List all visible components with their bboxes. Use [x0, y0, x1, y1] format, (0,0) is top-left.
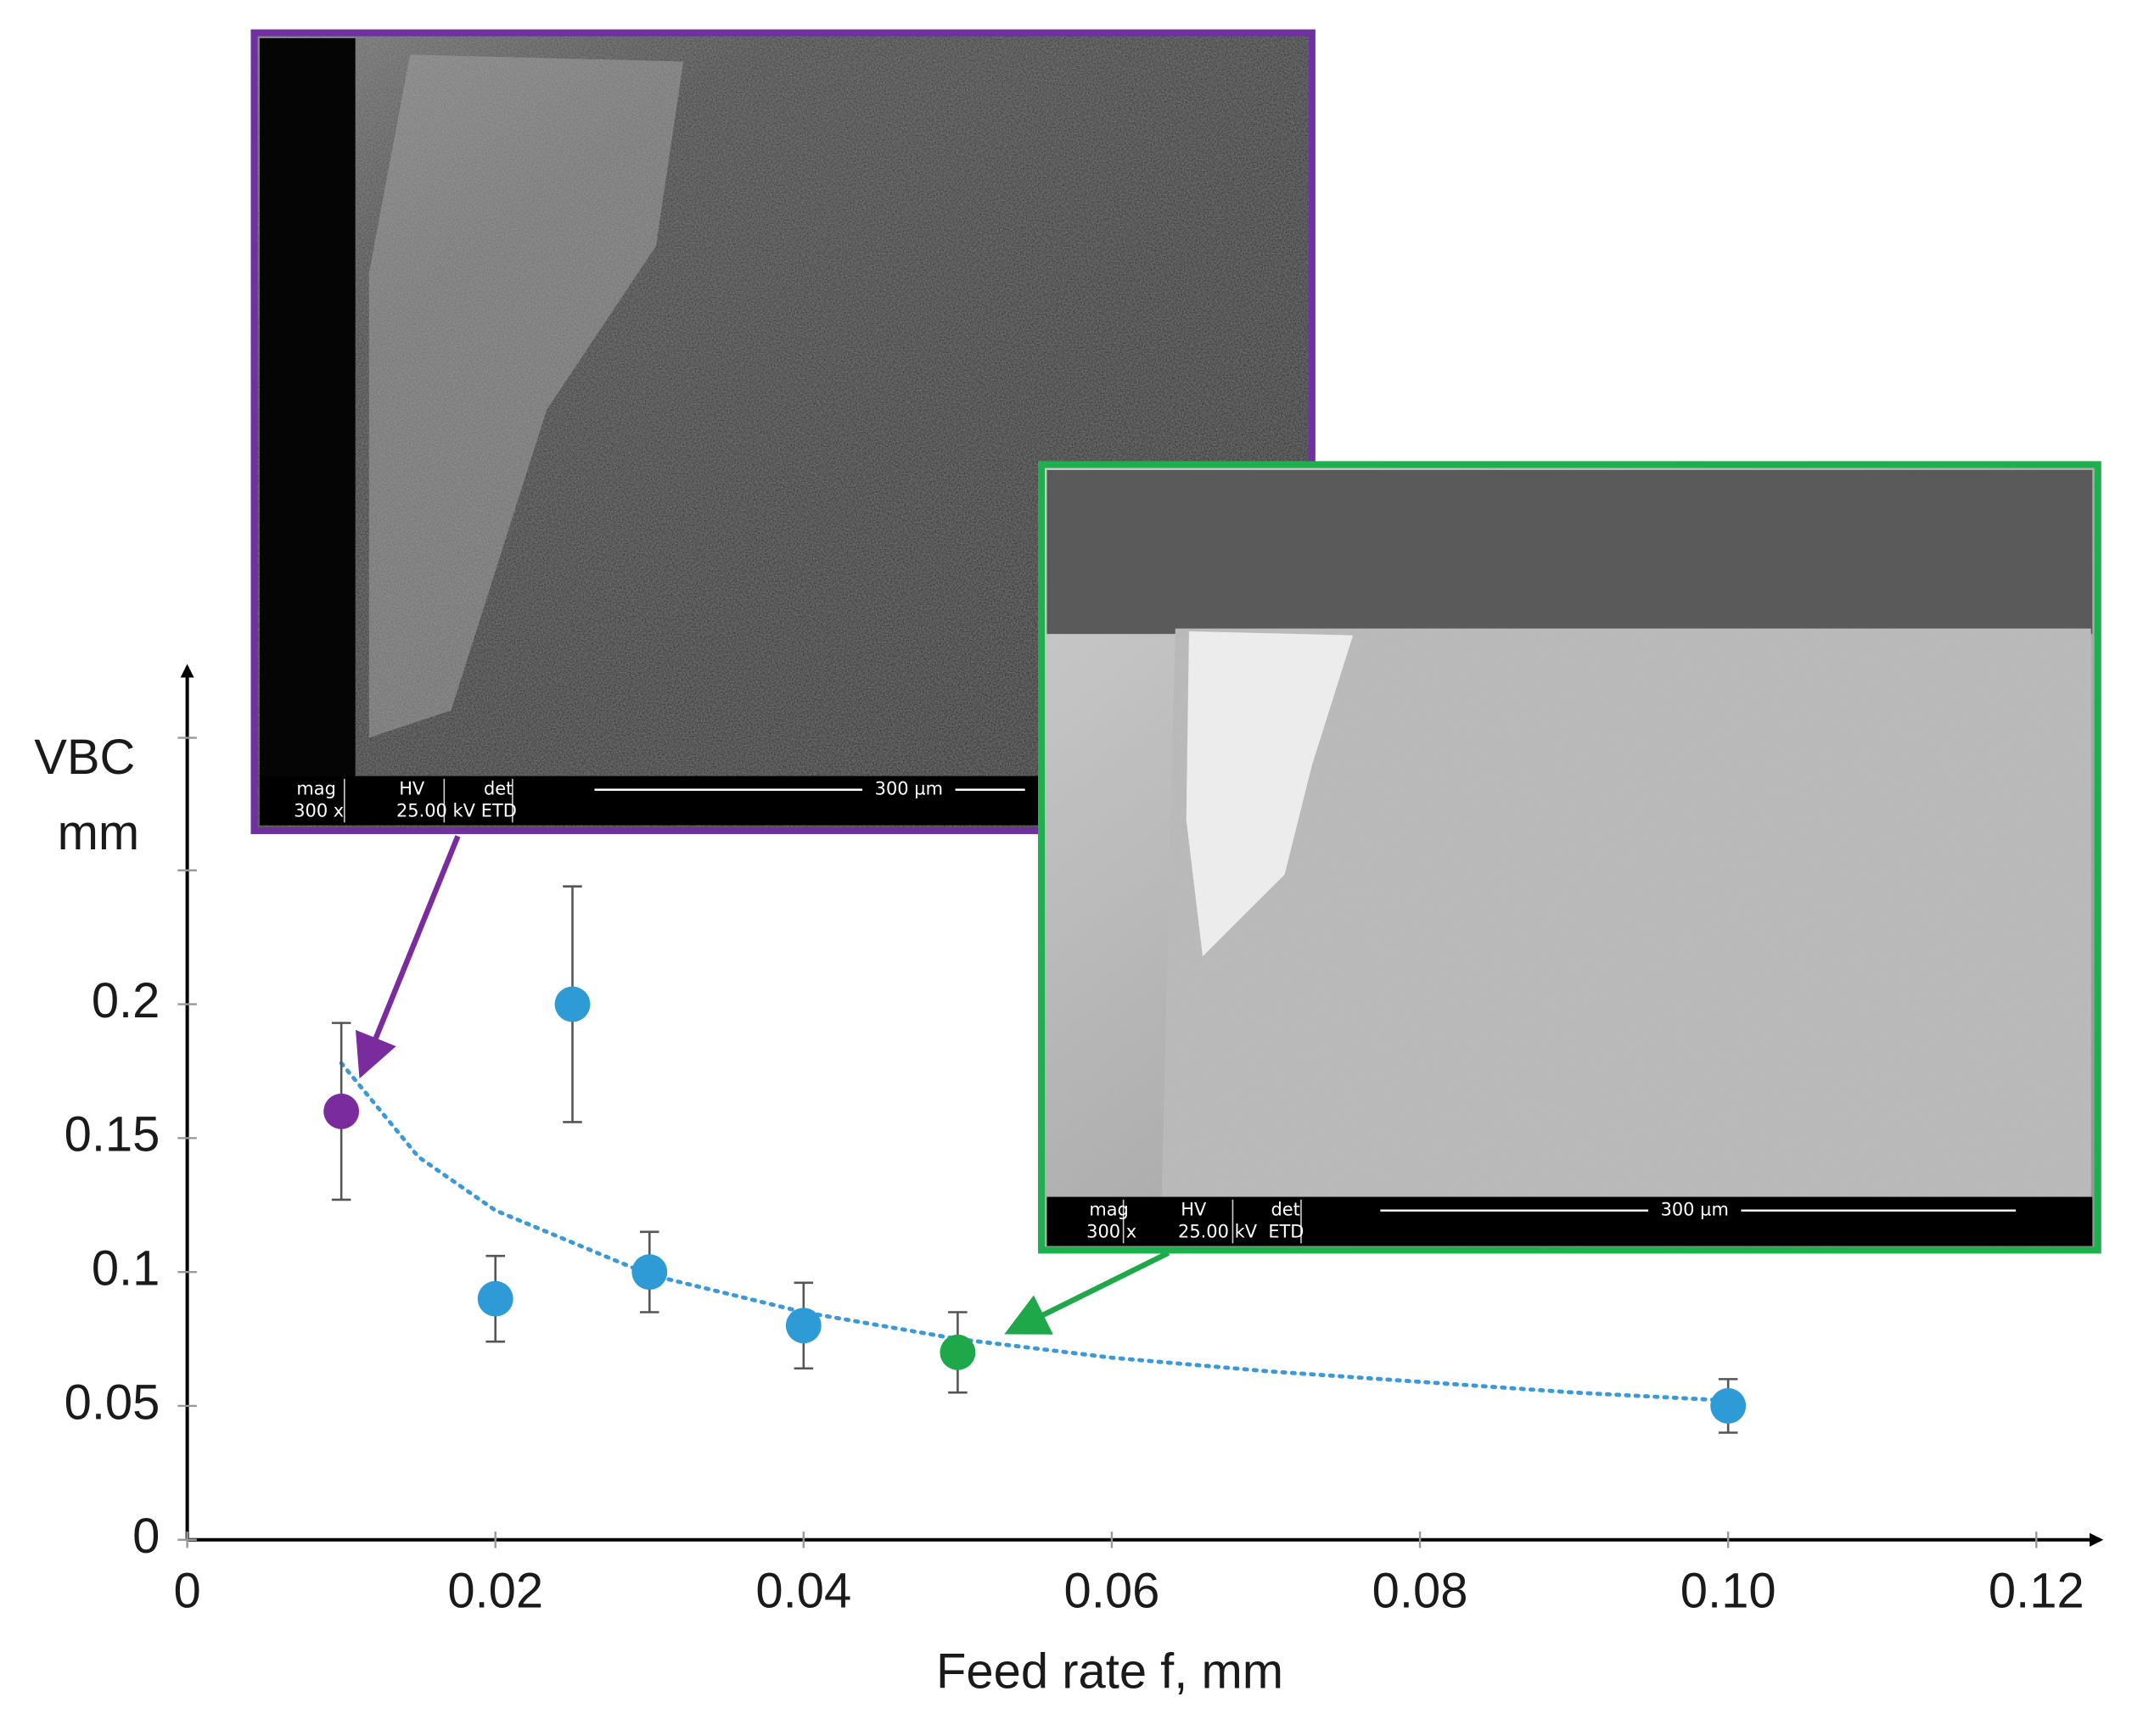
sem-edge	[1161, 628, 2091, 1197]
y-axis-title: VBC	[34, 731, 135, 785]
pointer-arrow	[1004, 1250, 1170, 1335]
sem-databar-text: mag	[296, 779, 335, 799]
y-axis-title: mm	[58, 806, 140, 860]
sem-scale-bg	[1647, 1199, 1742, 1222]
sem-edge	[259, 38, 356, 826]
sem-databar-text: HV	[399, 779, 425, 799]
data-point	[1710, 1388, 1747, 1424]
sem-databar-text: mag	[1089, 1200, 1128, 1220]
x-tick-label: 0.02	[447, 1564, 543, 1618]
y-tick-label: 0	[132, 1509, 160, 1564]
sem-databar-text: det	[1271, 1200, 1300, 1220]
pointer-arrow	[355, 835, 461, 1079]
sem-background	[1046, 469, 2093, 635]
sem-border	[250, 29, 1316, 835]
sem-scale-bg	[862, 778, 956, 801]
sem-wear	[1186, 630, 1354, 957]
data-point	[323, 1093, 360, 1129]
sem-scale-label: 300 µm	[1661, 1200, 1729, 1220]
y-tick-label: 0.2	[92, 974, 160, 1028]
sem-databar-text: HV	[1181, 1200, 1207, 1220]
sem-databar-text: 300 x	[294, 800, 344, 820]
x-tick-label: 0.06	[1064, 1564, 1160, 1618]
data-point	[631, 1254, 668, 1291]
x-tick-label: 0.08	[1372, 1564, 1468, 1618]
y-tick-label: 0.15	[65, 1108, 160, 1162]
data-point	[477, 1280, 513, 1317]
sem-databar-text: 25.00 kV	[396, 800, 476, 820]
sem-databar	[1046, 1196, 2093, 1246]
sem-databar-text: 25.00 kV	[1178, 1221, 1258, 1241]
sem-border	[1037, 461, 2101, 1254]
y-tick-label: 0.1	[92, 1241, 160, 1296]
data-point	[940, 1334, 976, 1370]
data-point	[554, 986, 591, 1022]
x-tick-label: 0.12	[1989, 1564, 2084, 1618]
x-tick-label: 0.10	[1680, 1564, 1776, 1618]
y-tick-label: 0.05	[65, 1375, 160, 1430]
data-point	[785, 1308, 822, 1344]
sem-databar-text: ETD	[1268, 1221, 1304, 1241]
sem-databar-text: det	[484, 779, 513, 799]
sem-wear	[368, 54, 684, 738]
sem-databar-text: 300 x	[1086, 1221, 1136, 1241]
x-axis-title: Feed rate f, mm	[936, 1644, 1283, 1699]
sem-scale-label: 300 µm	[875, 779, 943, 799]
sem-databar-text: ETD	[481, 800, 517, 820]
x-tick-label: 0	[173, 1564, 200, 1618]
x-tick-label: 0.04	[755, 1564, 851, 1618]
